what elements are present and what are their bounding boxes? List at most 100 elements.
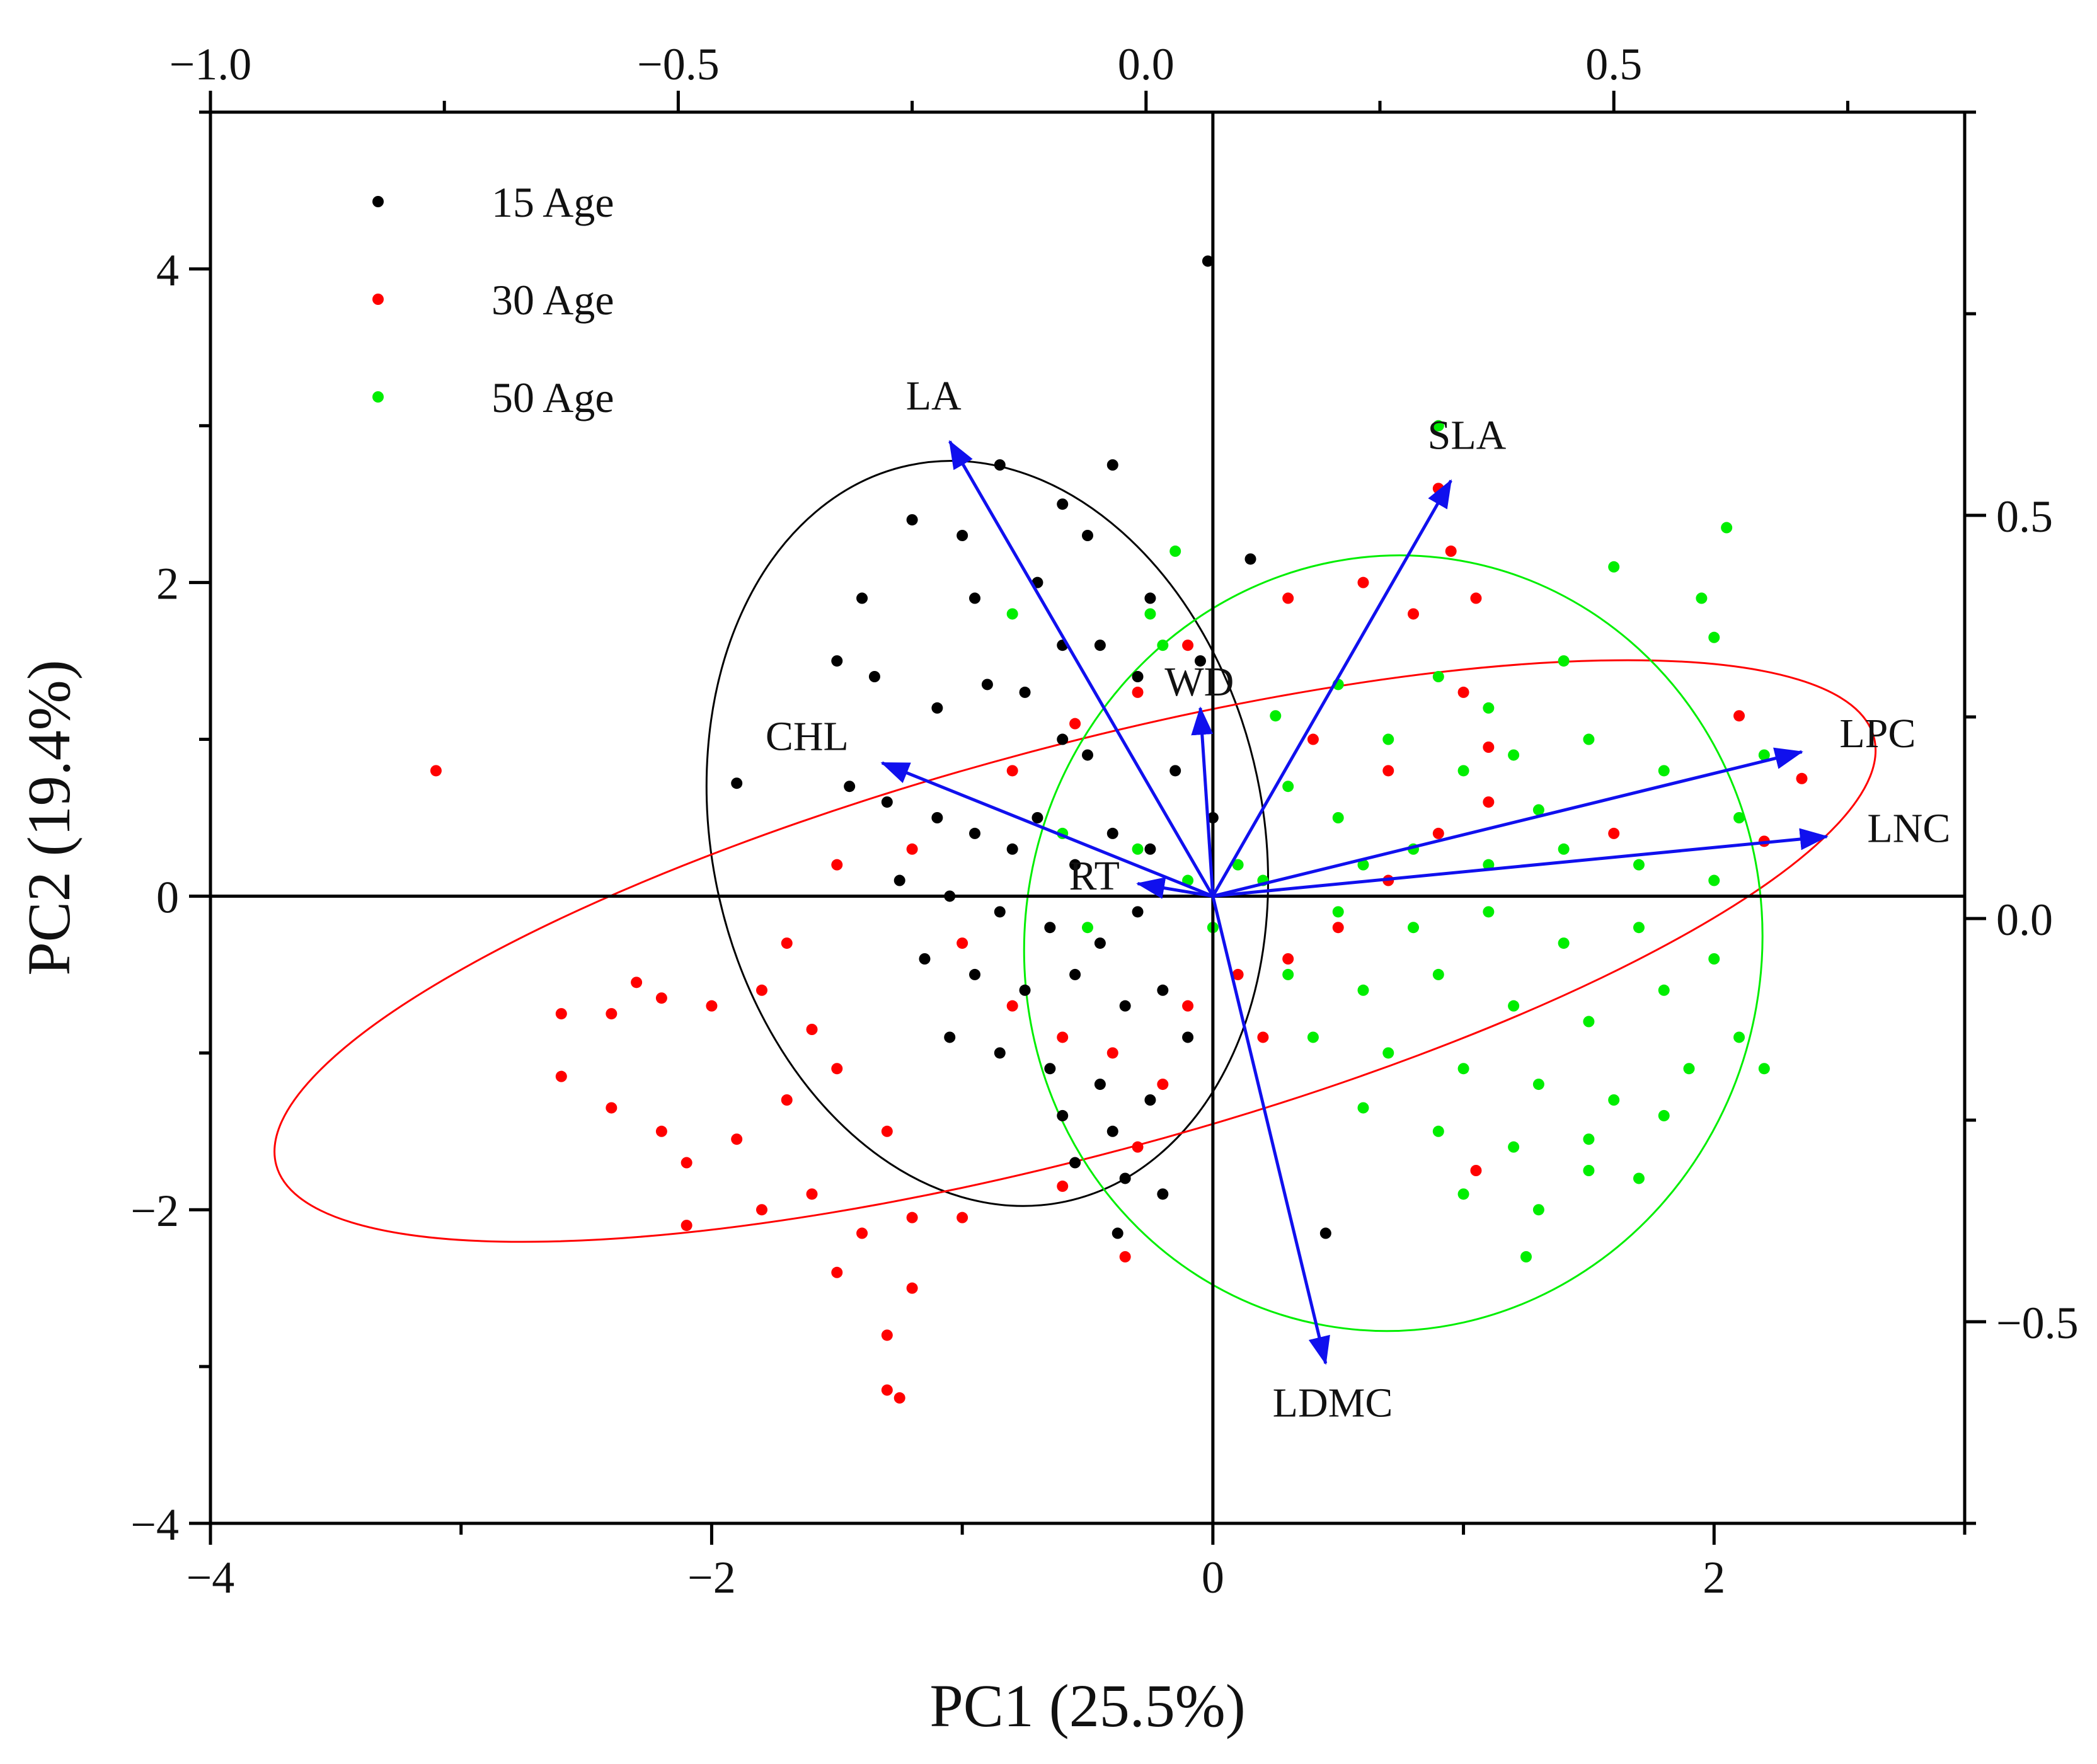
data-point bbox=[931, 702, 943, 714]
axes: −4 −2 0 2 −4 −2 0 2 4 −1.0 −0.5 0.0 0.5 −0.5 0.0 0.5 bbox=[130, 39, 2078, 1603]
data-point bbox=[1445, 545, 1457, 557]
data-point bbox=[1094, 937, 1106, 949]
data-point bbox=[1006, 1000, 1018, 1012]
data-point bbox=[1244, 553, 1256, 565]
data-point bbox=[755, 1204, 767, 1216]
data-point bbox=[731, 1133, 743, 1145]
vector-arrow-rt bbox=[1136, 877, 1214, 899]
data-point bbox=[1532, 804, 1544, 816]
data-point bbox=[1106, 1047, 1118, 1059]
data-point bbox=[1144, 1094, 1156, 1106]
data-point bbox=[1457, 1063, 1469, 1075]
data-point bbox=[1057, 1180, 1069, 1192]
vector-arrow-sla bbox=[1211, 479, 1452, 897]
x-tick-label: 2 bbox=[1703, 1552, 1725, 1603]
data-point bbox=[1470, 1165, 1482, 1176]
legend-label: 15 Age bbox=[491, 178, 614, 226]
data-point bbox=[1508, 1141, 1520, 1153]
data-point bbox=[893, 1392, 905, 1404]
data-point bbox=[1457, 686, 1469, 698]
data-point bbox=[806, 1024, 818, 1035]
data-point bbox=[1608, 1094, 1620, 1106]
data-point bbox=[1382, 765, 1394, 777]
data-point bbox=[957, 1211, 968, 1223]
data-point bbox=[1319, 1227, 1331, 1239]
data-point bbox=[1583, 733, 1595, 745]
data-point bbox=[781, 937, 793, 949]
data-point bbox=[1257, 1031, 1269, 1043]
vector-label-sla: SLA bbox=[1428, 412, 1507, 458]
data-point bbox=[1112, 1227, 1123, 1239]
y-tick-label: −4 bbox=[130, 1499, 179, 1550]
data-point bbox=[1169, 765, 1181, 777]
vector-label-lnc: LNC bbox=[1867, 805, 1950, 851]
data-point bbox=[1608, 827, 1620, 839]
data-point bbox=[655, 992, 667, 1004]
data-point bbox=[957, 937, 968, 949]
data-point bbox=[1696, 592, 1708, 604]
30-age-series bbox=[430, 483, 1808, 1404]
top-tick-label: −0.5 bbox=[637, 39, 720, 89]
zero-lines bbox=[210, 112, 1965, 1523]
data-point bbox=[1119, 1000, 1131, 1012]
data-point bbox=[1733, 812, 1745, 823]
data-point bbox=[1019, 686, 1031, 698]
data-point bbox=[1558, 655, 1570, 667]
data-point bbox=[1558, 843, 1570, 855]
top-tick-label: −1.0 bbox=[169, 39, 252, 89]
y-tick-label: 2 bbox=[156, 559, 179, 609]
data-point bbox=[1332, 812, 1344, 823]
legend-marker bbox=[372, 196, 384, 207]
data-point bbox=[555, 1070, 567, 1082]
data-point bbox=[1357, 859, 1369, 871]
data-point bbox=[1106, 1125, 1118, 1137]
data-point bbox=[1031, 812, 1043, 823]
data-point bbox=[681, 1157, 692, 1169]
data-point bbox=[1106, 827, 1118, 839]
data-point bbox=[1708, 631, 1720, 643]
data-point bbox=[1683, 1063, 1695, 1075]
data-point bbox=[1332, 922, 1344, 934]
data-point bbox=[856, 1227, 868, 1239]
data-point bbox=[1583, 1165, 1595, 1176]
data-point bbox=[681, 1220, 692, 1232]
data-point bbox=[1232, 859, 1244, 871]
data-point bbox=[831, 1266, 843, 1278]
data-point bbox=[881, 1384, 893, 1396]
data-point bbox=[881, 1329, 893, 1341]
data-point bbox=[1432, 968, 1444, 980]
data-point bbox=[731, 777, 743, 789]
data-point bbox=[1106, 459, 1118, 471]
data-point bbox=[1483, 742, 1495, 753]
data-point bbox=[1182, 1000, 1194, 1012]
data-point bbox=[1282, 953, 1294, 965]
data-point bbox=[1483, 702, 1495, 714]
data-point bbox=[906, 1211, 918, 1223]
data-point bbox=[1733, 1031, 1745, 1043]
data-point bbox=[1408, 608, 1420, 620]
legend-label: 30 Age bbox=[491, 276, 614, 324]
data-point bbox=[1157, 1079, 1169, 1091]
data-point bbox=[1082, 922, 1093, 934]
data-point bbox=[906, 843, 918, 855]
data-point bbox=[881, 1125, 893, 1137]
data-point bbox=[1270, 710, 1282, 722]
x-tick-label: −4 bbox=[187, 1552, 235, 1603]
data-point bbox=[1432, 827, 1444, 839]
data-point bbox=[1119, 1251, 1131, 1263]
data-point bbox=[1282, 968, 1294, 980]
data-point bbox=[706, 1000, 718, 1012]
data-point bbox=[1006, 608, 1018, 620]
data-point bbox=[1758, 749, 1770, 761]
data-point bbox=[1282, 592, 1294, 604]
top-tick-label: 0.5 bbox=[1585, 39, 1642, 89]
data-point bbox=[1332, 906, 1344, 918]
data-point bbox=[1470, 592, 1482, 604]
data-point bbox=[994, 459, 1006, 471]
data-point bbox=[1357, 576, 1369, 588]
vector-ldmc: LDMC bbox=[1211, 895, 1393, 1426]
data-point bbox=[919, 953, 931, 965]
y-tick-label: 0 bbox=[156, 872, 179, 922]
data-point bbox=[831, 655, 843, 667]
data-point bbox=[1658, 765, 1670, 777]
